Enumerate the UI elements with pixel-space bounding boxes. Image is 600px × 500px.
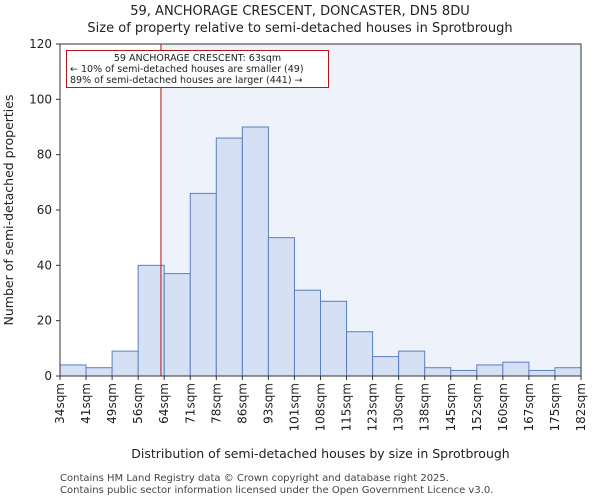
bar-101sqm [293,289,322,377]
annotation-line-2: ← 10% of semi-detached houses are smalle… [70,64,304,75]
x-tick-label: 145sqm [444,383,458,431]
y-tick-label: 60 [37,203,52,217]
bar-108sqm [320,300,348,377]
x-tick-label: 34sqm [53,383,67,424]
bar-145sqm [450,369,478,377]
y-tick-label: 40 [37,258,52,272]
bar-138sqm [424,367,452,377]
bar-56sqm [137,264,165,377]
x-tick-label: 41sqm [79,383,93,424]
bar-123sqm [372,356,400,377]
x-tick-label: 167sqm [522,383,536,431]
annotation-line-1: 59 ANCHORAGE CRESCENT: 63sqm [113,53,282,64]
y-tick-label: 20 [37,314,52,328]
footer-line-1: Contains HM Land Registry data © Crown c… [60,473,449,484]
x-tick-label: 152sqm [470,383,484,431]
x-tick-label: 108sqm [314,383,328,431]
bar-160sqm [502,361,530,377]
y-tick-label: 0 [44,369,52,383]
bar-86sqm [241,126,269,377]
x-tick-label: 71sqm [183,383,197,424]
x-tick-label: 160sqm [496,383,510,431]
bar-49sqm [111,350,139,377]
x-tick-label: 78sqm [209,383,223,424]
chart-title: 59, ANCHORAGE CRESCENT, DONCASTER, DN5 8… [130,4,470,19]
bar-41sqm [85,367,113,377]
bar-115sqm [346,331,374,377]
y-tick-label: 80 [37,148,52,162]
annotation-line-3: 89% of semi-detached houses are larger (… [70,75,303,86]
bar-175sqm [554,367,582,377]
bar-152sqm [476,364,504,377]
y-axis-label: Number of semi-detached properties [1,95,16,326]
x-tick-label: 115sqm [340,383,354,431]
x-tick-label: 93sqm [261,383,275,424]
bar-78sqm [215,137,243,377]
bar-93sqm [267,237,295,377]
x-tick-label: 123sqm [366,383,380,431]
x-tick-label: 64sqm [157,383,171,424]
x-tick-label: 101sqm [287,383,301,431]
bar-71sqm [189,192,217,377]
bar-130sqm [398,350,426,377]
x-axis-label: Distribution of semi-detached houses by … [131,446,509,461]
x-tick-label: 182sqm [574,383,588,431]
bar-167sqm [528,369,556,377]
y-tick-label: 120 [29,37,52,51]
chart-subtitle: Size of property relative to semi-detach… [87,21,513,36]
x-tick-label: 175sqm [548,383,562,431]
bar-34sqm [59,364,87,377]
footer-line-2: Contains public sector information licen… [60,485,494,496]
x-tick-label: 49sqm [105,383,119,424]
x-tick-label: 138sqm [418,383,432,431]
marker-annotation: 59 ANCHORAGE CRESCENT: 63sqm ← 10% of se… [66,50,329,88]
x-tick-label: 130sqm [392,383,406,431]
bar-64sqm [163,273,191,377]
y-tick-label: 100 [29,92,52,106]
x-tick-label: 56sqm [131,383,145,424]
x-tick-label: 86sqm [235,383,249,424]
